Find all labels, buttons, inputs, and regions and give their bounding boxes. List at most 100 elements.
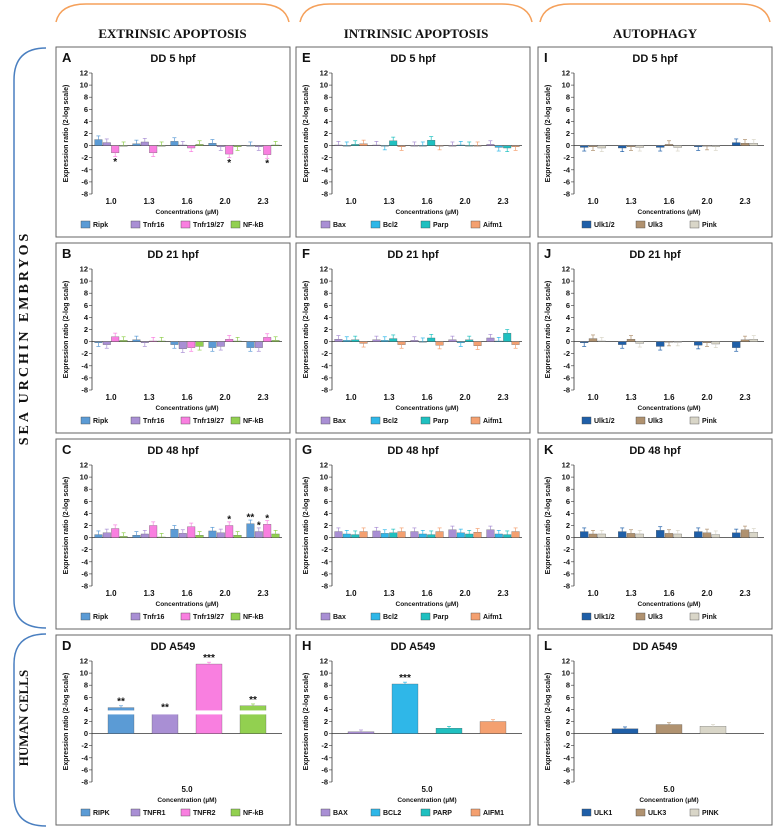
axis-break-gap bbox=[93, 710, 282, 715]
y-tick-label: 10 bbox=[562, 473, 570, 482]
y-tick-label: 4 bbox=[324, 313, 329, 322]
panel-letter: A bbox=[62, 50, 72, 65]
bar-ulk1-2-2-0 bbox=[694, 341, 703, 346]
panel-letter: B bbox=[62, 246, 71, 261]
legend-swatch bbox=[130, 808, 141, 817]
legend-label: Parp bbox=[433, 614, 449, 621]
y-tick-label: 4 bbox=[566, 313, 571, 322]
bar-tnfr19-27-2-3 bbox=[263, 145, 272, 155]
bar-ripk-1-6 bbox=[170, 141, 179, 146]
legend-label: Pink bbox=[702, 418, 717, 425]
bar-bcl2-2-3 bbox=[494, 340, 503, 342]
panel-I: I DD 5 hpf Expression ratio (2-log scale) 1… bbox=[537, 46, 773, 238]
y-tick-label: -4 bbox=[321, 753, 328, 762]
y-tick-label: -4 bbox=[81, 165, 88, 174]
y-tick-label: 6 bbox=[566, 105, 570, 114]
bar-ulk1-2-2-3 bbox=[732, 532, 741, 538]
bar-bax-1-0 bbox=[334, 531, 343, 538]
significance-marker: * bbox=[265, 513, 269, 524]
legend-swatch bbox=[581, 416, 592, 425]
bar-ulk3-2-0 bbox=[702, 145, 712, 147]
y-tick-label: 10 bbox=[80, 277, 88, 286]
y-tick-label: -6 bbox=[321, 765, 328, 774]
y-tick-label: 12 bbox=[80, 265, 88, 274]
bar-bax-2-0 bbox=[448, 529, 457, 538]
legend-label: Ulk3 bbox=[648, 222, 663, 229]
category-label: 2.0 bbox=[701, 393, 713, 402]
y-tick-label: 12 bbox=[320, 461, 328, 470]
y-tick-label: -6 bbox=[563, 765, 570, 774]
category-label: 1.6 bbox=[181, 197, 193, 206]
bar-ripk-1-3 bbox=[132, 339, 141, 342]
y-tick-label: -4 bbox=[81, 557, 88, 566]
bar-parp-2-3 bbox=[503, 332, 512, 342]
bar-aifm1-1-0 bbox=[359, 531, 368, 538]
category-label: 1.0 bbox=[105, 589, 117, 598]
header-arc-0 bbox=[55, 3, 290, 23]
category-label: 2.3 bbox=[257, 589, 269, 598]
legend-swatch bbox=[420, 808, 431, 817]
category-label: 2.3 bbox=[257, 393, 269, 402]
bar-bax-2-3 bbox=[486, 337, 495, 342]
bar-ulk1-5-0 bbox=[611, 728, 639, 734]
bar-pink-1-3 bbox=[635, 533, 644, 538]
panel-frame bbox=[537, 46, 773, 238]
y-tick-label: 6 bbox=[324, 301, 328, 310]
legend-label: Ripk bbox=[93, 418, 108, 425]
bar-pink-2-3 bbox=[749, 143, 758, 146]
category-label: 2.3 bbox=[257, 197, 269, 206]
bar-bcl2-2-3 bbox=[494, 145, 503, 148]
legend-swatch bbox=[689, 416, 700, 425]
category-label: 1.6 bbox=[663, 589, 675, 598]
category-label: 2.3 bbox=[739, 197, 751, 206]
bar-ulk3-1-6 bbox=[664, 341, 674, 343]
y-tick-label: -6 bbox=[81, 569, 88, 578]
legend-label: Tnfr16 bbox=[143, 614, 165, 621]
y-tick-label: -4 bbox=[563, 753, 570, 762]
bar-ulk3-5-0 bbox=[655, 724, 683, 734]
category-label: 5.0 bbox=[663, 785, 675, 794]
y-tick-label: 4 bbox=[84, 117, 89, 126]
category-label: 1.0 bbox=[105, 393, 117, 402]
category-label: 1.0 bbox=[587, 393, 599, 402]
y-tick-label: 0 bbox=[324, 337, 328, 346]
bar-aifm1-1-0 bbox=[359, 341, 368, 344]
panel-E: E DD 5 hpf Expression ratio (2-log scale) 1… bbox=[295, 46, 531, 238]
panel-title: DD A549 bbox=[633, 641, 678, 653]
panel-letter: F bbox=[302, 246, 310, 261]
y-tick-label: -6 bbox=[563, 177, 570, 186]
y-tick-label: -4 bbox=[563, 361, 570, 370]
category-label: 2.0 bbox=[459, 393, 471, 402]
bar-pink-1-3 bbox=[635, 145, 644, 148]
significance-marker: * bbox=[265, 159, 269, 170]
bar-parp-1-3 bbox=[389, 338, 398, 342]
bar-tnfr19-27-1-0 bbox=[111, 528, 120, 538]
bar-bax-5-0 bbox=[347, 731, 375, 734]
y-tick-label: 0 bbox=[324, 141, 328, 150]
bar-pink-2-0 bbox=[711, 145, 720, 147]
legend-label: TNFR1 bbox=[143, 810, 166, 817]
bar-ulk3-1-0 bbox=[588, 145, 598, 147]
y-tick-label: -2 bbox=[563, 545, 570, 554]
bar-ulk3-2-3 bbox=[740, 339, 750, 342]
category-label: 5.0 bbox=[181, 785, 193, 794]
bar-tnfr16-1-3 bbox=[140, 533, 149, 538]
bar-nf-kb-2-3 bbox=[271, 533, 280, 538]
bar-bax-2-0 bbox=[448, 145, 457, 147]
y-tick-label: 0 bbox=[566, 729, 570, 738]
y-tick-label: -6 bbox=[563, 569, 570, 578]
panel-letter: K bbox=[544, 442, 554, 457]
legend-label: TNFR2 bbox=[193, 810, 216, 817]
legend-swatch bbox=[635, 808, 646, 817]
bar-ulk3-1-3 bbox=[626, 339, 636, 342]
bar-tnfr19-27-1-3 bbox=[149, 525, 158, 538]
panel-title: DD 5 hpf bbox=[390, 53, 436, 65]
category-label: 1.6 bbox=[421, 393, 433, 402]
bar-pink-2-3 bbox=[749, 532, 758, 538]
legend-swatch bbox=[230, 416, 241, 425]
bar-ulk3-1-0 bbox=[588, 338, 598, 342]
legend-label: PINK bbox=[702, 810, 719, 817]
y-axis-label: Expression ratio (2-log scale) bbox=[63, 477, 70, 575]
y-tick-label: 6 bbox=[566, 301, 570, 310]
y-tick-label: 8 bbox=[324, 289, 328, 298]
